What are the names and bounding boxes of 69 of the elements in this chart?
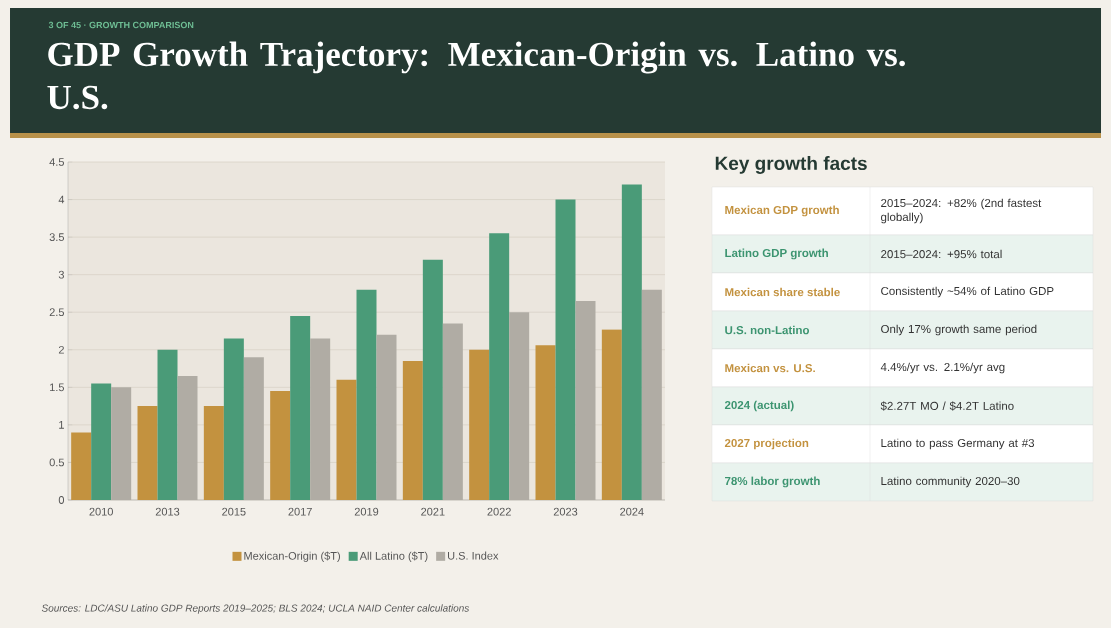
bar bbox=[137, 406, 158, 500]
bar bbox=[177, 376, 198, 500]
bar bbox=[223, 338, 244, 500]
bar bbox=[336, 379, 357, 500]
bar bbox=[535, 345, 556, 500]
y-tick-label: 1 bbox=[59, 421, 64, 429]
y-tick-label: 3.5 bbox=[49, 233, 65, 242]
text: 4.4%/yr vs. 2.1%/yr avg bbox=[880, 362, 1005, 374]
bar bbox=[157, 349, 178, 500]
x-tick-label: 2021 bbox=[421, 507, 445, 516]
x-tick-label: 2023 bbox=[553, 507, 578, 516]
y-tick-label: 0 bbox=[58, 496, 65, 504]
bar bbox=[621, 184, 642, 500]
bar bbox=[575, 300, 596, 500]
bar bbox=[310, 338, 331, 500]
x-tick-label: 2019 bbox=[354, 507, 379, 516]
x-tick-label: 2015 bbox=[222, 507, 246, 516]
bar bbox=[601, 329, 622, 500]
category-label: 2027 projection bbox=[724, 438, 809, 450]
bar bbox=[91, 383, 112, 500]
y-tick-label: 2.5 bbox=[49, 308, 65, 317]
bar bbox=[442, 323, 463, 500]
bar bbox=[203, 406, 224, 500]
text: $2.27T MO / $4.2T Latino bbox=[880, 401, 1014, 411]
text: 2015–2024: +95% total bbox=[881, 249, 1002, 259]
y-tick-label: 1.5 bbox=[50, 383, 65, 392]
legend-label: All Latino ($T) bbox=[359, 551, 428, 562]
bar bbox=[111, 387, 132, 500]
category-label: 78% labor growth bbox=[725, 476, 820, 488]
legend-label: U.S. Index bbox=[448, 551, 499, 560]
text: Latino community 2020–30 bbox=[881, 476, 1020, 488]
y-tick-label: 2 bbox=[58, 345, 64, 354]
y-tick-label: 3 bbox=[58, 270, 64, 279]
bar bbox=[509, 312, 530, 500]
text: Only 17% growth same period bbox=[881, 324, 1037, 336]
legend-label: Mexican-Origin ($T) bbox=[244, 551, 340, 562]
x-tick-label: 2024 bbox=[620, 507, 644, 516]
source-note: Sources: LDC/ASU Latino GDP Reports 2019–2025; BLS 2024; UCLA NAID Center calculations bbox=[41, 604, 470, 614]
x-tick-label: 2022 bbox=[487, 507, 511, 516]
category-label: 2024 (actual) bbox=[724, 400, 794, 412]
bar bbox=[376, 334, 397, 500]
bar bbox=[469, 349, 490, 500]
text: Latino to pass Germany at #3 bbox=[881, 438, 1035, 450]
text: Consistently ~54% of Latino GDP bbox=[881, 286, 1054, 298]
y-tick-label: 0.5 bbox=[49, 458, 65, 467]
x-tick-label: 2017 bbox=[288, 507, 312, 516]
x-tick-label: 2013 bbox=[155, 507, 180, 516]
chart-title: GDP Growth Trajectory: Mexican-Origin vs. Latino vs. U.S. bbox=[47, 41, 905, 110]
category-label: Mexican share stable bbox=[725, 287, 840, 297]
bar bbox=[489, 233, 510, 500]
category-label: Mexican vs. U.S. bbox=[725, 363, 815, 373]
text: Key growth facts bbox=[715, 156, 867, 174]
category-label: U.S. non-Latino bbox=[725, 325, 810, 335]
category-label: Mexican GDP growth bbox=[725, 205, 839, 217]
x-tick-label: 2010 bbox=[89, 507, 113, 516]
y-tick-label: 4.5 bbox=[49, 158, 65, 166]
bar bbox=[422, 259, 443, 500]
text: 2015–2024: +82% (2nd fastest globally) bbox=[881, 198, 1042, 224]
bar bbox=[555, 199, 576, 500]
bar bbox=[641, 289, 662, 500]
y-tick-label: 4 bbox=[58, 195, 65, 204]
bar bbox=[71, 432, 92, 500]
bar bbox=[356, 289, 377, 500]
bar bbox=[290, 315, 311, 500]
bar bbox=[243, 357, 264, 500]
bar bbox=[402, 361, 423, 500]
bar bbox=[270, 391, 291, 500]
category-label: Latino GDP growth bbox=[725, 248, 828, 260]
chart-subtitle: 3 OF 45 · GROWTH COMPARISON bbox=[48, 21, 194, 29]
